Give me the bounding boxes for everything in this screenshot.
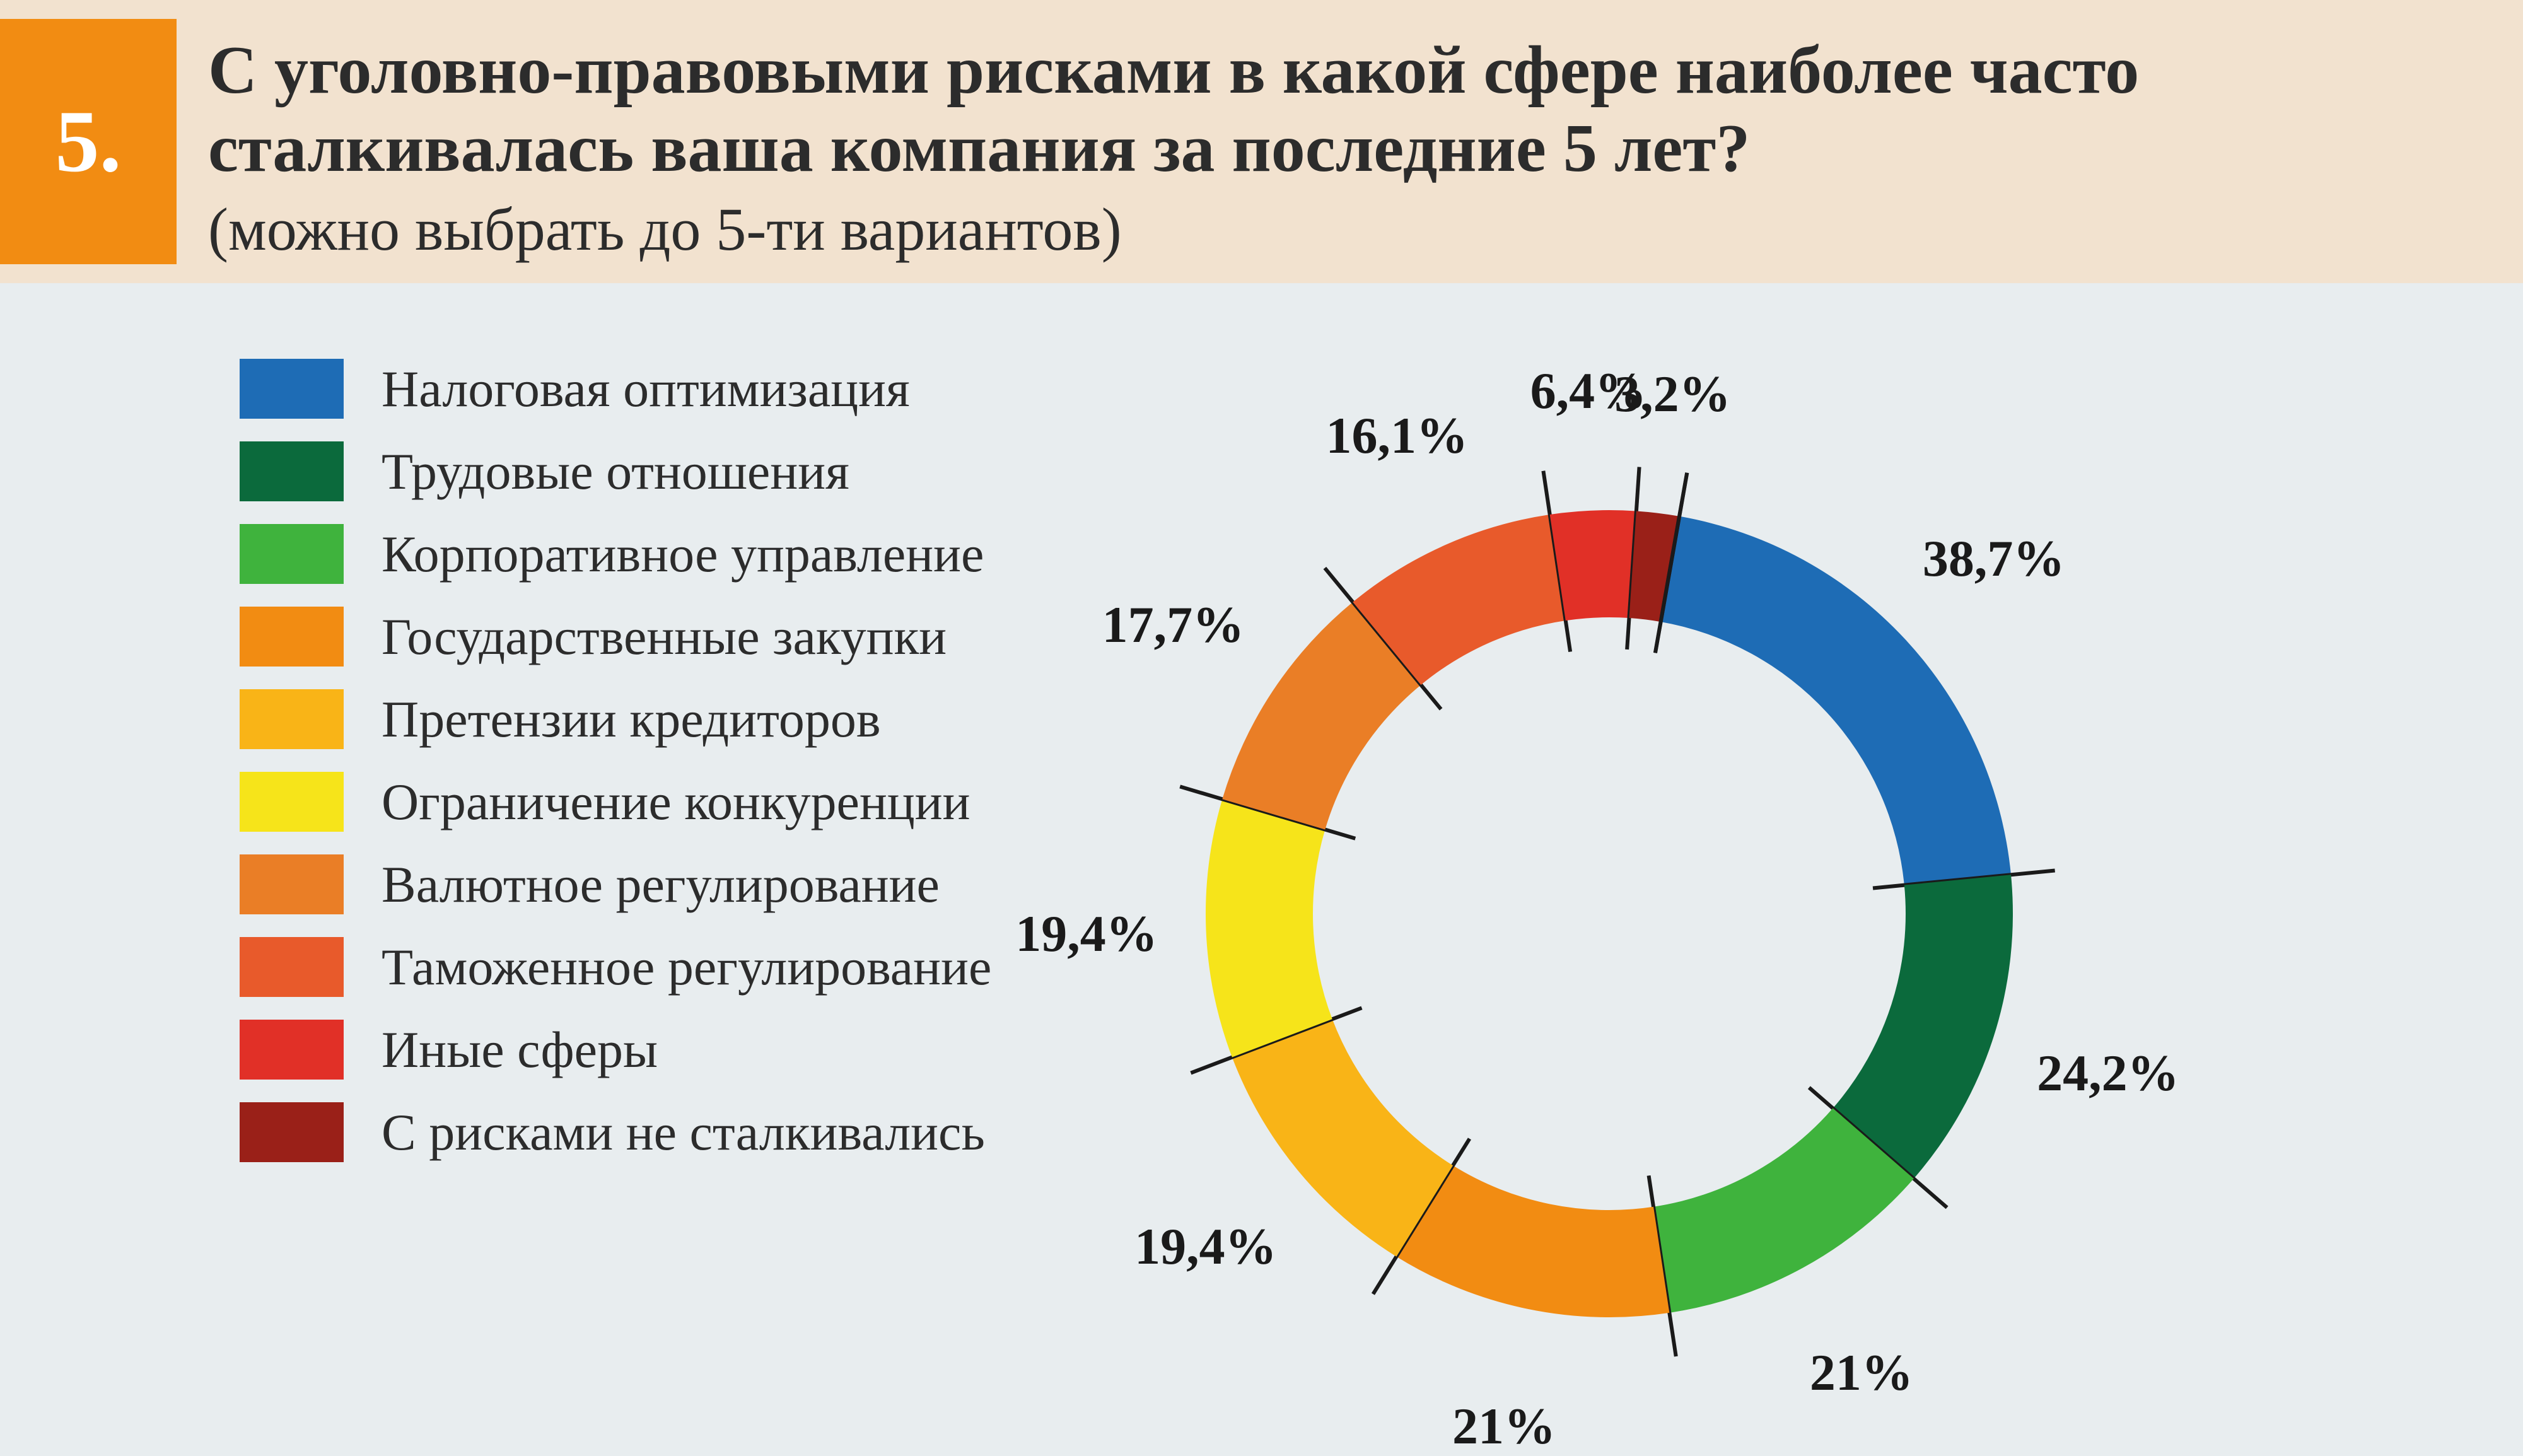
donut-pct-label: 21% <box>1810 1343 1913 1402</box>
legend-label: Государственные закупки <box>382 607 947 667</box>
legend-item: Валютное регулирование <box>240 854 991 914</box>
donut-pct-label: 19,4% <box>1015 904 1158 964</box>
donut-pct-label: 16,1% <box>1326 406 1469 465</box>
legend-swatch <box>240 772 344 832</box>
legend-label: Иные сферы <box>382 1020 658 1080</box>
legend-label: Налоговая оптимизация <box>382 359 910 419</box>
legend-item: Корпоративное управление <box>240 524 991 584</box>
chart-title: С уголовно-правовыми рисками в какой сфе… <box>208 32 2485 188</box>
content: Налоговая оптимизация Трудовые отношения К… <box>0 283 2523 1406</box>
legend-swatch <box>240 1102 344 1162</box>
legend-item: С рисками не сталкивались <box>240 1102 991 1162</box>
donut-pct-label: 24,2% <box>2037 1044 2179 1103</box>
legend-label: Валютное регулирование <box>382 855 940 914</box>
legend-swatch <box>240 937 344 997</box>
legend-item: Государственные закупки <box>240 607 991 667</box>
legend-label: Таможенное регулирование <box>382 938 991 997</box>
title-wrap: С уголовно-правовыми рисками в какой сфе… <box>208 19 2485 264</box>
donut-slice <box>1206 800 1332 1057</box>
donut-pct-label: 21% <box>1452 1397 1556 1456</box>
question-number: 5. <box>55 91 122 192</box>
legend-label: Корпоративное управление <box>382 525 984 584</box>
legend-label: Ограничение конкуренции <box>382 772 970 832</box>
legend-item: Претензии кредиторов <box>240 689 991 749</box>
legend-swatch <box>240 1020 344 1080</box>
donut-pct-label: 19,4% <box>1134 1217 1277 1276</box>
legend-swatch <box>240 689 344 749</box>
legend-swatch <box>240 524 344 584</box>
legend-swatch <box>240 607 344 667</box>
legend-item: Трудовые отношения <box>240 441 991 501</box>
legend-swatch <box>240 441 344 501</box>
legend-label: Трудовые отношения <box>382 442 849 501</box>
legend-swatch <box>240 359 344 419</box>
legend-item: Налоговая оптимизация <box>240 359 991 419</box>
donut-pct-label: 3,2% <box>1614 364 1731 424</box>
question-number-box: 5. <box>0 19 177 264</box>
legend-item: Иные сферы <box>240 1020 991 1080</box>
legend-item: Ограничение конкуренции <box>240 772 991 832</box>
donut-pct-label: 38,7% <box>1923 529 2065 588</box>
legend-item: Таможенное регулирование <box>240 937 991 997</box>
donut-pct-label: 17,7% <box>1102 595 1245 655</box>
chart-subtitle: (можно выбрать до 5-ти вариантов) <box>208 194 2485 264</box>
header: 5. С уголовно-правовыми рисками в какой … <box>0 0 2523 283</box>
legend: Налоговая оптимизация Трудовые отношения К… <box>240 359 991 1162</box>
legend-swatch <box>240 854 344 914</box>
legend-label: Претензии кредиторов <box>382 690 881 749</box>
donut-chart: 38,7%24,2%21%21%19,4%19,4%17,7%16,1%6,4%… <box>1042 359 2177 1368</box>
legend-label: С рисками не сталкивались <box>382 1103 985 1162</box>
